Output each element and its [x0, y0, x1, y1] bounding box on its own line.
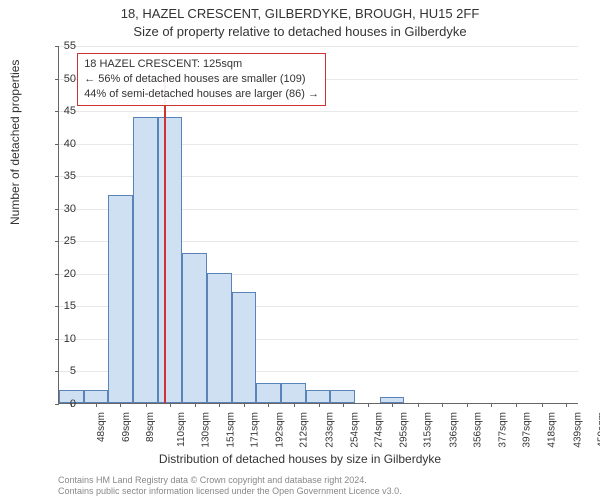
annotation-box: 18 HAZEL CRESCENT: 125sqm← 56% of detach… — [77, 53, 326, 106]
x-tick-label: 130sqm — [200, 412, 211, 448]
annotation-line: 18 HAZEL CRESCENT: 125sqm — [84, 57, 319, 72]
x-tick-label: 254sqm — [350, 412, 361, 448]
histogram-bar — [182, 253, 207, 403]
x-tick-label: 274sqm — [374, 412, 385, 448]
x-tick-label: 397sqm — [522, 412, 533, 448]
y-tick-label: 55 — [36, 40, 76, 52]
x-tick-label: 69sqm — [121, 412, 132, 442]
chart-title-line2: Size of property relative to detached ho… — [0, 24, 600, 39]
x-tick-label: 377sqm — [498, 412, 509, 448]
histogram-bar — [281, 383, 306, 403]
histogram-bar — [306, 390, 331, 403]
y-tick-label: 0 — [36, 398, 76, 410]
y-tick-label: 45 — [36, 105, 76, 117]
gridline — [59, 111, 578, 112]
footnote-line2: Contains public sector information licen… — [58, 486, 402, 497]
y-tick-label: 25 — [36, 235, 76, 247]
footnote-line1: Contains HM Land Registry data © Crown c… — [58, 475, 402, 486]
x-tick-label: 151sqm — [226, 412, 237, 448]
x-tick-label: 233sqm — [324, 412, 335, 448]
x-axis-label: Distribution of detached houses by size … — [0, 452, 600, 466]
histogram-bar — [232, 292, 257, 403]
y-tick-label: 15 — [36, 300, 76, 312]
x-tick-label: 212sqm — [299, 412, 310, 448]
histogram-bar — [207, 273, 232, 403]
x-tick-label: 48sqm — [96, 412, 107, 442]
y-axis-label: Number of detached properties — [8, 60, 22, 225]
x-tick-label: 192sqm — [275, 412, 286, 448]
x-tick-label: 315sqm — [423, 412, 434, 448]
y-tick-label: 5 — [36, 365, 76, 377]
x-tick-label: 459sqm — [596, 412, 600, 448]
gridline — [59, 46, 578, 47]
marker-line — [164, 70, 166, 403]
histogram-bar — [330, 390, 355, 403]
x-tick-label: 439sqm — [572, 412, 583, 448]
chart-title-line1: 18, HAZEL CRESCENT, GILBERDYKE, BROUGH, … — [0, 6, 600, 21]
x-tick-label: 110sqm — [176, 412, 187, 447]
footnote: Contains HM Land Registry data © Crown c… — [58, 475, 402, 497]
y-tick-label: 20 — [36, 268, 76, 280]
x-tick-label: 418sqm — [547, 412, 558, 448]
histogram-bar — [108, 195, 133, 403]
y-tick-label: 10 — [36, 333, 76, 345]
x-tick-label: 171sqm — [250, 412, 261, 448]
y-tick-label: 30 — [36, 203, 76, 215]
y-tick-label: 35 — [36, 170, 76, 182]
y-tick-label: 40 — [36, 138, 76, 150]
histogram-bar — [158, 117, 183, 403]
histogram-bar — [256, 383, 281, 403]
annotation-line: ← 56% of detached houses are smaller (10… — [84, 72, 319, 87]
x-tick-label: 336sqm — [448, 412, 459, 448]
histogram-bar — [84, 390, 109, 403]
plot-area: 18 HAZEL CRESCENT: 125sqm← 56% of detach… — [58, 46, 578, 404]
annotation-line: 44% of semi-detached houses are larger (… — [84, 87, 319, 102]
x-tick-label: 295sqm — [399, 412, 410, 448]
histogram-bar — [380, 397, 405, 404]
histogram-bar — [133, 117, 158, 403]
x-tick-label: 356sqm — [472, 412, 483, 448]
y-tick-label: 50 — [36, 73, 76, 85]
x-tick-label: 89sqm — [145, 412, 156, 442]
